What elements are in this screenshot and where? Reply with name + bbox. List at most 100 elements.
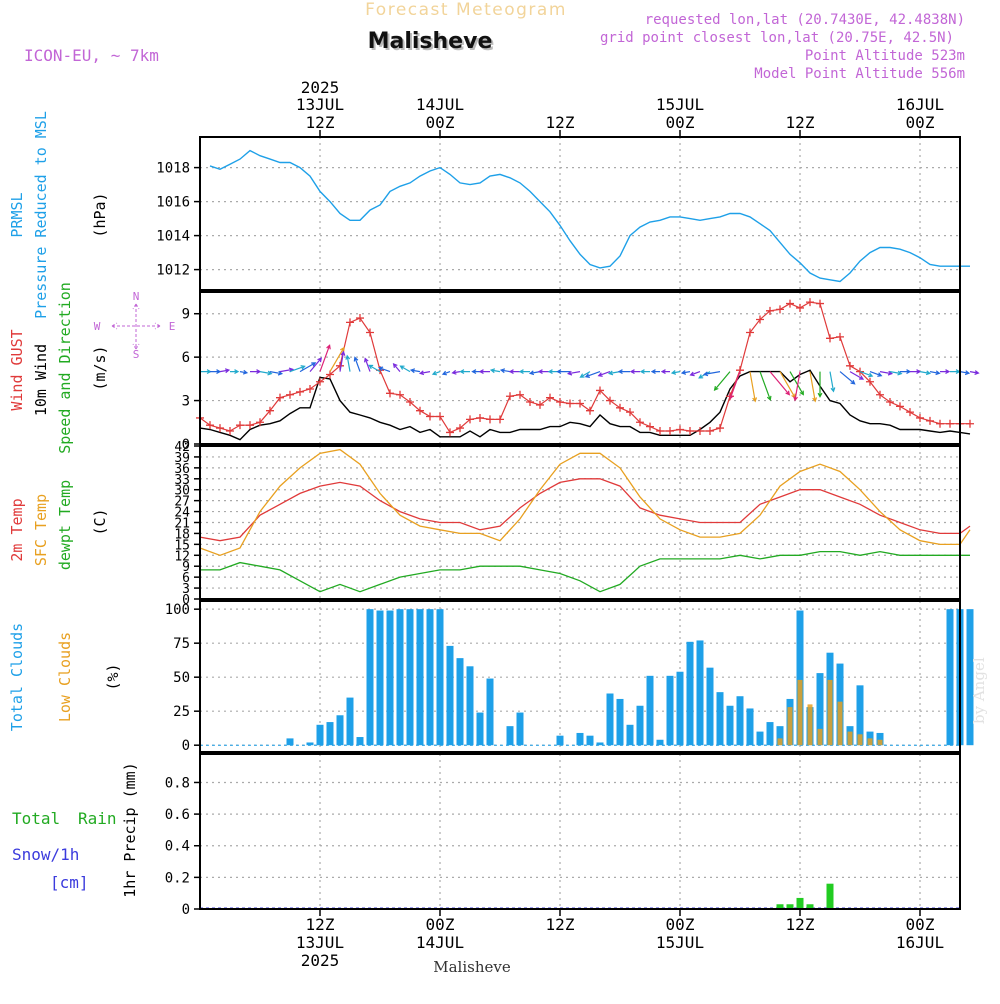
- gust-marker: [366, 328, 374, 337]
- gust-marker: [476, 413, 484, 422]
- wind-direction-arrow: [219, 368, 231, 374]
- y-tick-label: 36: [174, 462, 190, 477]
- grid-coords: grid point closest lon,lat (20.75E, 42.5…: [600, 30, 954, 46]
- gust-marker: [446, 428, 454, 437]
- total-cloud-bar: [366, 609, 374, 746]
- wind-direction-arrow: [566, 370, 581, 376]
- wind-direction-arrow: [729, 371, 741, 400]
- total-cloud-bar: [476, 712, 484, 746]
- total-cloud-bar: [946, 609, 954, 746]
- wind-direction-arrow: [299, 362, 317, 373]
- precip-bar: [796, 897, 804, 909]
- top-date-label: 16JUL: [896, 95, 944, 114]
- low-cloud-bar: [867, 738, 873, 746]
- total-cloud-bar: [286, 738, 294, 746]
- point-altitude: Point Altitude 523m: [805, 48, 965, 64]
- panel-frame-4: [199, 753, 961, 910]
- total-cloud-bar: [686, 641, 694, 746]
- ylabel-temp-1: SFC Temp: [32, 494, 50, 566]
- gust-marker: [896, 402, 904, 411]
- gust-marker: [216, 424, 224, 433]
- total-cloud-bar: [326, 722, 334, 746]
- wind-gust-line: [199, 301, 970, 434]
- total-cloud-bar: [416, 609, 424, 746]
- total-cloud-bar: [736, 696, 744, 746]
- y-tick-label: 50: [173, 670, 190, 686]
- total-cloud-bar: [396, 609, 404, 746]
- wind-direction-arrow: [368, 364, 381, 373]
- gust-marker: [656, 426, 664, 435]
- gust-marker: [946, 419, 954, 428]
- y-tick-label: 9: [182, 560, 190, 575]
- total-cloud-bar: [456, 658, 464, 746]
- y-tick-label: 6: [182, 350, 190, 366]
- precip-bar: [786, 904, 794, 909]
- wind-direction-arrow: [919, 370, 932, 376]
- wind-direction-arrow: [518, 369, 530, 375]
- wind-direction-arrow: [680, 370, 691, 375]
- low-cloud-bar: [787, 707, 793, 746]
- wind-direction-arrow: [489, 368, 501, 374]
- total-cloud-bar: [336, 715, 344, 746]
- top-hour-label: 12Z: [306, 113, 335, 132]
- wind-direction-arrow: [309, 357, 322, 372]
- total-cloud-bar: [816, 673, 824, 746]
- wind-direction-arrow: [639, 369, 650, 375]
- gust-marker: [226, 426, 234, 435]
- wind-direction-arrow: [829, 371, 836, 393]
- wind-direction-arrow: [418, 370, 431, 376]
- gust-marker: [306, 384, 314, 393]
- wind-direction-arrow: [345, 354, 351, 372]
- y-tick-label: 0: [182, 902, 190, 918]
- wind-direction-arrow: [849, 371, 865, 380]
- footer-location: Malisheve: [433, 958, 511, 976]
- low-cloud-bar: [777, 738, 783, 746]
- total-cloud-bar: [556, 735, 564, 746]
- total-cloud-bar: [696, 640, 704, 746]
- top-date-label: 14JUL: [416, 95, 464, 114]
- y-tick-label: 0.2: [165, 870, 190, 886]
- wind-direction-arrow: [809, 371, 818, 403]
- ylabel-temp-2: dewpt Temp: [56, 480, 74, 570]
- ylabel-precip: 1hr Precip (mm): [121, 762, 139, 897]
- compass-s: S: [133, 348, 140, 361]
- gust-marker: [436, 412, 444, 421]
- y-tick-label: 12: [174, 549, 190, 564]
- ylabel-low-clouds: Low Clouds: [56, 632, 74, 722]
- gust-marker: [316, 377, 324, 386]
- gust-marker: [796, 303, 804, 312]
- total-cloud-bar: [586, 735, 594, 746]
- bottom-hour-label: 00Z: [666, 915, 695, 934]
- gust-marker: [836, 332, 844, 341]
- bottom-date-label: 13JUL: [296, 933, 344, 952]
- y-tick-label: 0.4: [165, 839, 190, 855]
- wind-direction-arrow: [769, 371, 791, 396]
- total-cloud-bar: [876, 732, 884, 746]
- wind-direction-arrow: [289, 365, 306, 373]
- gust-marker: [346, 318, 354, 327]
- y-tick-label: 33: [174, 473, 190, 488]
- bottom-hour-label: 12Z: [786, 915, 815, 934]
- wind-direction-arrow: [869, 371, 883, 377]
- gust-marker: [246, 421, 254, 430]
- low-cloud-bar: [817, 728, 823, 746]
- wind-direction-arrow: [839, 371, 856, 385]
- gust-marker: [356, 314, 364, 323]
- wind-direction-arrow: [441, 370, 451, 376]
- total-cloud-bar: [346, 697, 354, 746]
- wind-direction-arrow: [392, 363, 401, 372]
- y-tick-label: 1014: [156, 229, 190, 245]
- temp-line-0: [199, 478, 971, 542]
- wind-direction-arrow: [353, 356, 361, 372]
- gust-marker: [536, 400, 544, 409]
- gust-marker: [636, 418, 644, 427]
- y-tick-label: 27: [174, 495, 190, 510]
- compass-w: W: [94, 320, 101, 333]
- total-cloud-bar: [726, 705, 734, 746]
- top-date-label: 13JUL: [296, 95, 344, 114]
- top-year-label: 2025: [301, 78, 340, 97]
- gust-marker: [846, 361, 854, 370]
- gust-marker: [616, 403, 624, 412]
- wind-direction-arrow: [250, 369, 262, 375]
- wind-direction-arrow: [617, 369, 630, 375]
